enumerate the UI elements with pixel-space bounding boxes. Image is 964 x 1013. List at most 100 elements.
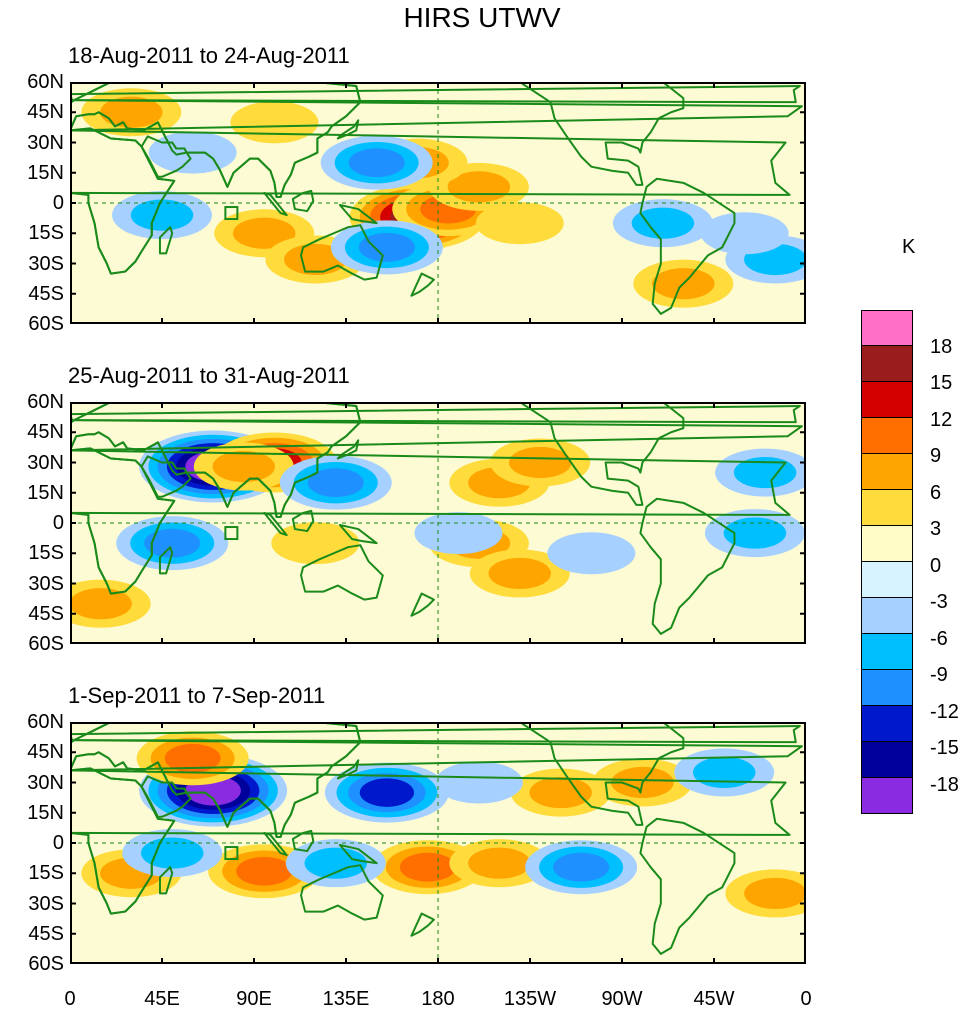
coastline: [70, 402, 362, 518]
anomaly-blob: [525, 840, 638, 895]
lat-label: 15S: [28, 542, 64, 565]
lat-label: 15N: [27, 481, 64, 504]
lon-label: 90E: [236, 988, 272, 1010]
lat-label: 45S: [28, 602, 64, 625]
anomaly-blob: [279, 455, 392, 510]
anomaly-blob: [116, 516, 229, 571]
coastline: [158, 226, 174, 255]
anomaly-blob: [700, 212, 789, 255]
anomaly-contour: [140, 837, 204, 869]
coastline: [70, 82, 362, 198]
lat-label: 15S: [28, 862, 64, 885]
island-box-outline: [224, 846, 239, 861]
panel-1-title: 18-Aug-2011 to 24-Aug-2011: [68, 43, 350, 68]
anomaly-contour: [100, 96, 163, 128]
lat-label: 0: [52, 832, 64, 854]
lon-label: 135E: [322, 988, 370, 1010]
lat-label: 60N: [27, 711, 64, 733]
island-box-outline: [224, 206, 239, 221]
anomaly-contour: [744, 877, 806, 910]
anomaly-contour: [529, 776, 592, 809]
anomaly-contour: [358, 232, 415, 262]
anomaly-map-2: [70, 402, 806, 644]
anomaly-contour: [307, 468, 364, 498]
colorbar-label: 6: [930, 481, 942, 504]
anomaly-contour: [212, 450, 276, 483]
map-panel-3: [70, 722, 806, 964]
lat-label: 15S: [28, 222, 64, 245]
coastline: [70, 725, 801, 744]
anomaly-contour: [130, 199, 194, 231]
anomaly-blob: [725, 869, 806, 918]
anomaly-blob: [510, 768, 611, 817]
colorbar-label: -3: [930, 591, 948, 613]
lat-label: 30S: [28, 252, 64, 275]
coastline: [410, 272, 435, 297]
coastline: [300, 224, 384, 281]
colorbar-swatch: [861, 346, 913, 382]
coastline: [158, 866, 174, 895]
anomaly-contour: [414, 512, 503, 555]
anomaly-contour: [359, 778, 415, 807]
colorbar-swatch: [861, 742, 913, 778]
colorbar-label: -15: [930, 737, 959, 759]
anomaly-contour: [468, 847, 531, 879]
coastline: [338, 524, 378, 545]
anomaly-blob: [122, 829, 223, 878]
anomaly-map-1: [70, 82, 806, 324]
anomaly-contour: [348, 148, 405, 178]
anomaly-blob: [320, 135, 433, 190]
coastline: [70, 447, 176, 595]
anomaly-blob: [715, 448, 806, 497]
lat-label: 45N: [27, 421, 64, 444]
coastline: [70, 722, 362, 838]
lon-label: 0: [800, 988, 812, 1010]
anomaly-contour: [399, 852, 456, 882]
anomaly-contour: [631, 207, 695, 239]
anomaly-contour: [284, 243, 347, 276]
colorbar-swatch: [861, 310, 913, 346]
coastline: [477, 82, 685, 186]
coastline: [639, 497, 736, 635]
coastline: [263, 191, 288, 217]
map-panel-2: [70, 402, 806, 644]
lat-label: 60S: [28, 953, 64, 975]
lon-label: 0: [64, 988, 76, 1010]
coastline: [158, 546, 174, 575]
lon-label: 135W: [503, 988, 557, 1010]
colorbar-swatch: [861, 778, 913, 814]
coastline: [291, 829, 315, 853]
coastline: [336, 439, 360, 460]
anomaly-blob: [414, 512, 503, 555]
colorbar-label: 0: [930, 554, 942, 577]
coastline: [291, 509, 315, 533]
anomaly-contour: [475, 202, 564, 245]
anomaly-contour: [547, 532, 636, 575]
anomaly-contour: [236, 856, 293, 886]
coastline: [336, 119, 360, 140]
colorbar-label: -12: [930, 700, 959, 723]
anomaly-contour: [723, 517, 787, 549]
coastline: [291, 189, 315, 213]
colorbar: [861, 310, 913, 814]
coastline: [410, 912, 435, 937]
lat-label: 60N: [27, 71, 64, 93]
coastline: [263, 831, 288, 857]
lon-label: 45E: [144, 988, 180, 1010]
anomaly-contour: [304, 847, 368, 879]
anomaly-blob: [449, 839, 550, 888]
coastline: [338, 204, 378, 225]
lat-label: 0: [52, 192, 64, 214]
colorbar-label: 9: [930, 445, 942, 467]
anomaly-contour: [271, 522, 360, 565]
anomaly-blob: [704, 509, 805, 558]
coastline: [639, 177, 736, 315]
anomaly-blob: [674, 748, 775, 797]
lat-label: 15N: [27, 801, 64, 824]
panel-2-title: 25-Aug-2011 to 31-Aug-2011: [68, 363, 350, 388]
anomaly-blob: [434, 761, 523, 804]
lat-label: 30N: [27, 771, 64, 794]
anomaly-blob: [324, 762, 449, 823]
map-panel-1: [70, 82, 806, 324]
colorbar-swatch: [861, 454, 913, 490]
